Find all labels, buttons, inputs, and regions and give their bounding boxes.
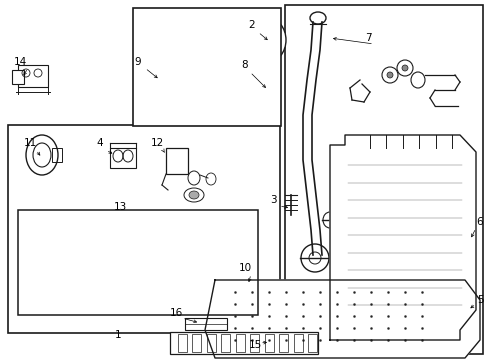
Bar [307, 334, 316, 352]
Text: 4: 4 [97, 138, 103, 148]
Bar [285, 5, 482, 354]
Ellipse shape [33, 143, 51, 167]
Text: 12: 12 [150, 138, 163, 148]
Ellipse shape [249, 18, 285, 62]
Bar [235, 334, 244, 352]
Bar [170, 40, 192, 85]
Bar [178, 334, 186, 352]
Text: 16: 16 [169, 308, 182, 318]
Text: 13: 13 [113, 202, 126, 212]
Text: 7: 7 [364, 33, 370, 43]
Ellipse shape [189, 191, 199, 199]
Bar [192, 334, 201, 352]
Ellipse shape [179, 50, 183, 54]
Bar [200, 50, 220, 88]
Ellipse shape [207, 56, 212, 60]
Polygon shape [204, 280, 479, 358]
Text: 6: 6 [476, 217, 482, 227]
Bar [110, 148, 136, 168]
Text: 1: 1 [115, 330, 121, 340]
Ellipse shape [151, 71, 159, 79]
Text: 2: 2 [248, 20, 255, 30]
Ellipse shape [185, 261, 198, 269]
Bar [221, 334, 230, 352]
Bar [247, 98, 275, 112]
Ellipse shape [26, 135, 58, 175]
Bar [165, 148, 187, 174]
Bar [12, 70, 24, 84]
Bar [250, 334, 259, 352]
Text: 15: 15 [248, 340, 261, 350]
Bar [138, 228, 156, 278]
Bar [170, 332, 317, 354]
Bar [133, 8, 281, 126]
Ellipse shape [234, 105, 240, 111]
Ellipse shape [219, 92, 224, 98]
Bar [184, 318, 226, 330]
Text: 10: 10 [238, 263, 251, 273]
Text: 5: 5 [476, 295, 482, 305]
Bar [8, 125, 280, 333]
Text: 3: 3 [269, 195, 276, 205]
Ellipse shape [386, 72, 392, 78]
Ellipse shape [401, 65, 407, 71]
Ellipse shape [301, 244, 328, 272]
Text: 8: 8 [241, 60, 248, 70]
Text: 11: 11 [23, 138, 37, 148]
Text: 14: 14 [13, 57, 26, 67]
Ellipse shape [212, 267, 218, 273]
Bar [279, 334, 287, 352]
Ellipse shape [323, 212, 336, 228]
Bar [264, 334, 273, 352]
Ellipse shape [207, 78, 212, 82]
Bar [18, 65, 48, 87]
Polygon shape [329, 135, 475, 340]
Bar [18, 210, 258, 315]
Bar [293, 334, 302, 352]
Bar [52, 148, 62, 162]
Text: 9: 9 [134, 57, 141, 67]
Bar [206, 334, 215, 352]
